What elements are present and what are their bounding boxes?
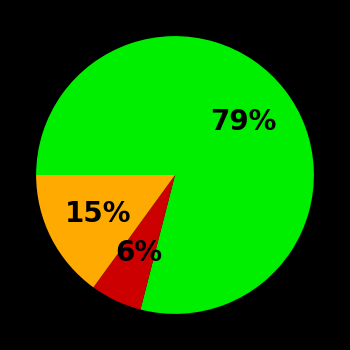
Text: 15%: 15% [65, 200, 132, 228]
Wedge shape [36, 175, 175, 287]
Wedge shape [36, 36, 314, 314]
Wedge shape [93, 175, 175, 309]
Text: 79%: 79% [210, 108, 276, 136]
Text: 6%: 6% [115, 239, 162, 267]
